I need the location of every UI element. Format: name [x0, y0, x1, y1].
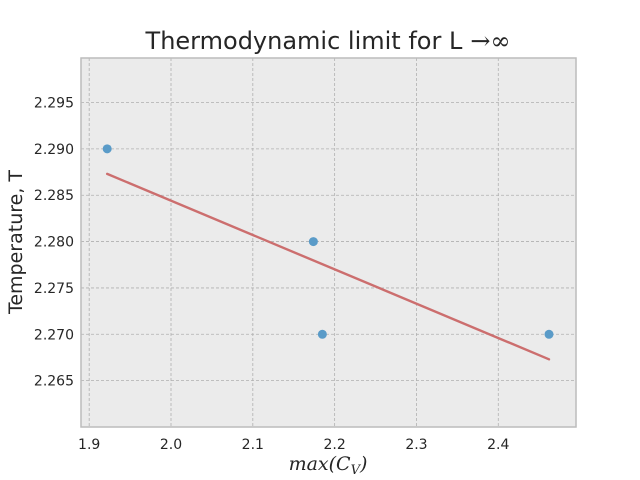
x-tick-label: 2.1	[242, 437, 264, 453]
x-axis: 1.9 2.0 2.1 2.2 2.3 2.4	[78, 437, 509, 453]
data-point	[317, 329, 327, 339]
y-tick-label: 2.265	[34, 374, 74, 390]
plot-area	[81, 58, 576, 427]
data-series	[102, 144, 554, 361]
data-point	[308, 237, 318, 247]
y-tick-label: 2.290	[34, 142, 74, 158]
x-tick-label: 2.2	[324, 437, 346, 453]
x-tick-label: 2.0	[160, 437, 182, 453]
fit-line	[105, 172, 551, 361]
data-point	[102, 144, 112, 154]
y-tick-label: 2.280	[34, 235, 74, 251]
plot-frame	[80, 57, 577, 428]
y-tick-label: 2.270	[34, 327, 74, 343]
y-tick-label: 2.275	[34, 281, 74, 297]
x-tick-label: 2.4	[487, 437, 509, 453]
grid-lines	[81, 58, 576, 427]
chart-title: Thermodynamic limit for L →∞	[145, 27, 511, 55]
data-point	[544, 329, 554, 339]
y-axis-label: Temperature, T	[5, 170, 27, 315]
y-tick-label: 2.285	[34, 188, 74, 204]
y-axis: 2.265 2.270 2.275 2.280 2.285 2.290 2.295	[34, 96, 74, 390]
x-tick-label: 1.9	[78, 437, 100, 453]
x-axis-label: max(CV)	[289, 453, 368, 478]
x-tick-label: 2.3	[405, 437, 427, 453]
y-tick-label: 2.295	[34, 96, 74, 112]
